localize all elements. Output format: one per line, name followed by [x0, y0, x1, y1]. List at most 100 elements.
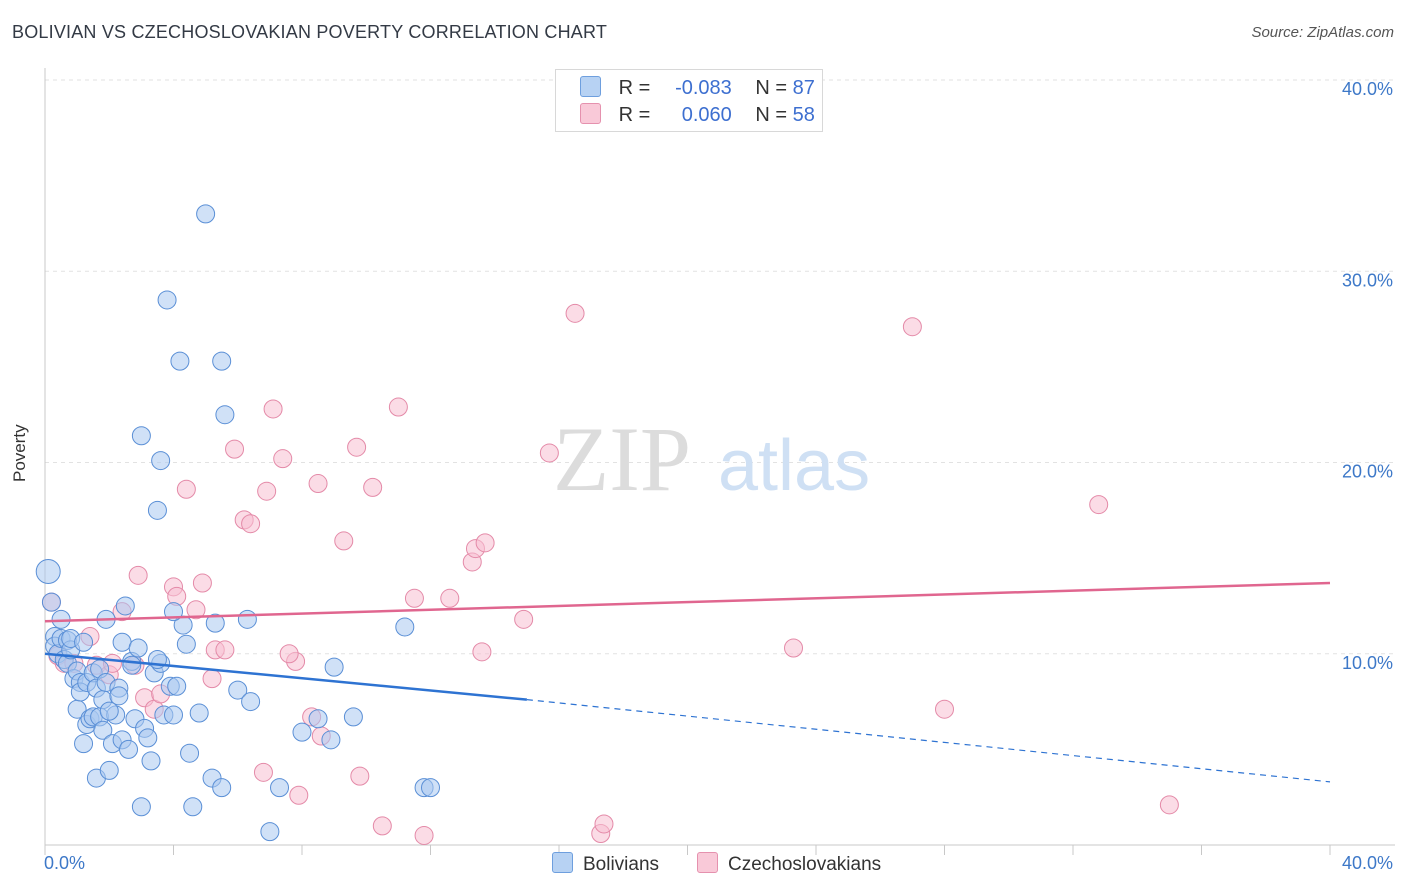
czech-point	[350, 766, 370, 786]
bolivian-point	[321, 730, 341, 750]
watermark-atlas: atlas	[718, 426, 870, 506]
bolivian-point	[237, 609, 257, 629]
bottom-legend-swatch-czechoslovakians	[697, 852, 718, 873]
bolivian-point	[212, 778, 232, 798]
bolivian-trend-line	[44, 652, 527, 701]
czech-points	[41, 303, 1179, 845]
bolivian-point	[343, 707, 363, 727]
czech-point	[202, 669, 222, 689]
watermark-zip: ZIP	[553, 408, 691, 510]
bolivian-point	[35, 559, 61, 585]
bolivian-point	[167, 676, 187, 696]
bottom-legend-swatch-bolivians	[552, 852, 573, 873]
czech-point	[440, 588, 460, 608]
bolivian-point	[122, 655, 142, 675]
czech-point	[225, 439, 245, 459]
czech-point	[565, 303, 585, 323]
bolivian-point	[109, 686, 129, 706]
bolivian-point	[292, 722, 312, 742]
bolivian-point	[215, 405, 235, 425]
czech-point	[167, 586, 187, 606]
czech-point	[192, 573, 212, 593]
czech-point	[594, 814, 614, 834]
czech-point	[253, 762, 273, 782]
legend-swatch-bolivians	[580, 76, 601, 97]
czech-point	[176, 479, 196, 499]
bolivian-point	[138, 728, 158, 748]
czech-point	[935, 699, 954, 719]
axes	[44, 68, 1395, 855]
czech-point	[472, 642, 492, 662]
czech-point	[347, 437, 367, 457]
bolivian-point	[41, 592, 61, 612]
bolivian-point	[180, 743, 200, 763]
czech-point	[372, 816, 392, 836]
bolivian-point	[228, 680, 248, 700]
czech-point	[404, 588, 424, 608]
bolivian-point	[170, 351, 190, 371]
legend-r-label: R =	[618, 104, 651, 126]
trend-lines	[44, 581, 1331, 783]
czech-point	[279, 644, 299, 664]
bolivian-point	[93, 720, 113, 740]
bolivian-points	[35, 204, 440, 842]
bolivian-point	[157, 290, 177, 310]
czech-point	[414, 825, 434, 845]
y-tick-label: 10.0%	[1342, 653, 1393, 673]
bolivian-point	[324, 657, 344, 677]
legend-r-label: R =	[618, 77, 651, 99]
bolivian-point	[189, 703, 209, 723]
czech-point	[257, 481, 277, 501]
czech-trend-line	[44, 581, 1331, 623]
czech-point	[475, 533, 495, 553]
legend-n-value: 87	[792, 77, 815, 99]
czech-point	[363, 477, 383, 497]
bolivian-point	[131, 426, 151, 446]
bolivian-point	[164, 705, 183, 725]
legend-n-label: N =	[755, 104, 788, 126]
bolivian-point	[205, 613, 225, 633]
bolivian-point	[196, 204, 216, 224]
bolivian-point	[74, 632, 94, 652]
bolivian-point	[99, 760, 119, 780]
czech-point	[308, 474, 328, 494]
tick-labels: 10.0% 20.0% 30.0% 40.0% 0.0% 40.0%	[44, 79, 1393, 873]
czech-point	[784, 638, 804, 658]
correlation-legend: R = -0.083 N = 87 R = 0.060 N = 58	[555, 69, 823, 132]
czech-point	[273, 449, 293, 469]
bolivian-point	[131, 797, 151, 817]
bolivian-point	[99, 701, 119, 721]
legend-row-czechoslovakians: R = 0.060 N = 58	[580, 103, 815, 129]
chart-source: Source: ZipAtlas.com	[1251, 24, 1394, 41]
y-tick-label: 20.0%	[1342, 462, 1393, 482]
bolivian-trend-extension	[526, 699, 1331, 783]
y-tick-label: 40.0%	[1342, 79, 1393, 99]
czech-point	[215, 640, 235, 660]
bottom-legend-bolivians: Bolivians	[552, 852, 659, 876]
czech-point	[1089, 495, 1109, 515]
bolivian-point	[183, 797, 203, 817]
czech-point	[241, 514, 261, 534]
bolivian-point	[176, 634, 196, 654]
czech-point	[1159, 795, 1179, 815]
czech-point	[388, 397, 408, 417]
bolivian-point	[112, 632, 132, 652]
czech-point	[514, 609, 534, 629]
x-tick-label-max: 40.0%	[1342, 853, 1393, 873]
czech-point	[902, 317, 922, 337]
legend-swatch-czechoslovakians	[580, 103, 601, 124]
bolivian-point	[147, 500, 167, 520]
bolivian-point	[260, 822, 280, 842]
bolivian-point	[395, 617, 415, 637]
bolivian-point	[128, 638, 148, 658]
bolivian-point	[74, 734, 94, 754]
bolivian-point	[115, 596, 135, 616]
czech-point	[186, 600, 206, 620]
x-tick-label-min: 0.0%	[44, 853, 85, 873]
legend-r-value: 0.060	[681, 104, 732, 126]
czech-point	[289, 785, 309, 805]
bolivian-point	[270, 778, 290, 798]
legend-row-bolivians: R = -0.083 N = 87	[580, 76, 815, 102]
y-tick-label: 30.0%	[1342, 270, 1393, 290]
